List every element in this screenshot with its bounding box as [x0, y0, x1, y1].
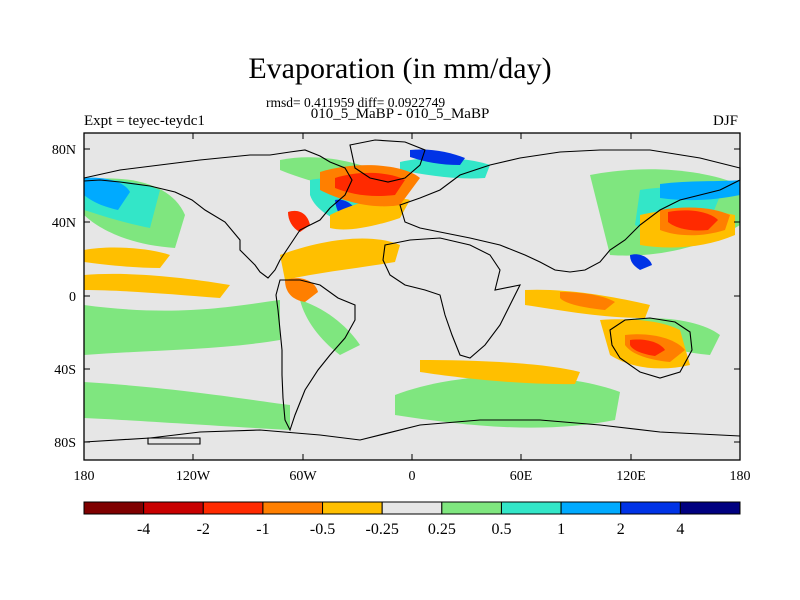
colorbar-swatch — [381, 501, 443, 515]
coastlines — [83, 139, 741, 445]
latitude-axis: 80N 40N 0 40S 80S — [52, 143, 740, 451]
experiment-label: Expt = teyec-teydc1 — [84, 113, 205, 129]
colorbar-label: -4 — [137, 521, 150, 538]
colorbar-label: 2 — [617, 521, 625, 538]
north-america-outline — [83, 149, 353, 279]
lon-tick-label: 120E — [616, 469, 646, 484]
colorbar-swatch — [143, 501, 204, 515]
lat-tick-label: 0 — [69, 290, 76, 305]
colorbar-label: 4 — [676, 521, 684, 538]
greenland-outline — [349, 139, 426, 183]
map-title: Evaporation (in mm/day) — [248, 52, 552, 85]
lat-tick-label: 80N — [52, 143, 76, 158]
lon-tick-label: 60W — [289, 469, 317, 484]
africa-outline — [382, 237, 521, 359]
eurasia-outline — [399, 149, 741, 273]
lon-tick-label: 120W — [176, 469, 211, 484]
map-subtitle: 010_5_MaBP - 010_5_MaBP — [310, 106, 490, 122]
longitude-axis: 180 120W 60W 0 60E 120E 180 — [74, 133, 751, 484]
lon-tick-label: 180 — [74, 469, 95, 484]
colorbar-swatch — [83, 501, 145, 515]
colorbar: -4 -2 -1 -0.5 -0.25 0.25 0.5 1 2 4 — [83, 501, 741, 538]
negative-anomalies — [84, 165, 735, 385]
colorbar-label: 0.25 — [428, 521, 456, 538]
colorbar-label: -2 — [197, 521, 210, 538]
lon-tick-label: 60E — [510, 469, 533, 484]
stats-text: rmsd= 0.411959 diff= 0.0922749 — [266, 95, 446, 110]
lon-tick-label: 180 — [730, 469, 751, 484]
antarctica-outline — [83, 419, 741, 443]
lat-tick-label: 80S — [54, 436, 76, 451]
colorbar-swatch — [262, 501, 324, 515]
colorbar-label: -0.25 — [366, 521, 399, 538]
colorbar-swatch — [679, 501, 741, 515]
colorbar-label: -1 — [256, 521, 269, 538]
lat-tick-label: 40S — [54, 363, 76, 378]
colorbar-label: 0.5 — [491, 521, 511, 538]
colorbar-swatch — [202, 501, 264, 515]
season-label: DJF — [713, 113, 739, 129]
colorbar-swatch — [560, 501, 622, 515]
ice-shelf-outline — [147, 437, 201, 445]
lon-tick-label: 0 — [409, 469, 416, 484]
lat-tick-label: 40N — [52, 216, 76, 231]
map-panel — [83, 132, 741, 461]
colorbar-swatch — [500, 501, 562, 515]
colorbar-swatch — [441, 501, 502, 515]
south-america-outline — [275, 279, 356, 432]
colorbar-label: 1 — [557, 521, 565, 538]
australia-outline — [609, 317, 693, 379]
colorbar-swatch — [620, 501, 681, 515]
colorbar-swatch — [322, 501, 383, 515]
colorbar-label: -0.5 — [310, 521, 335, 538]
